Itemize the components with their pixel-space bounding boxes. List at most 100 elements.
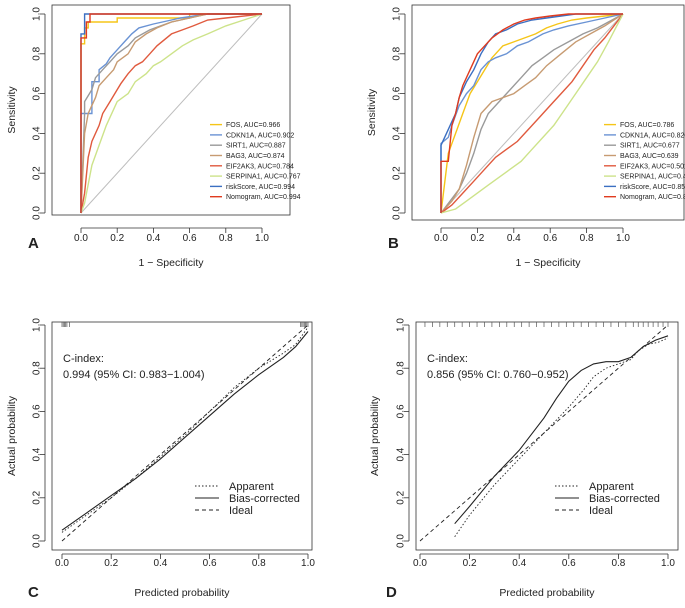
roc-series-line (80, 13, 262, 214)
panel-label: C (28, 584, 39, 601)
legend-entry: Nomogram, AUC=0.994 (226, 194, 301, 201)
roc-series-line (80, 13, 263, 214)
legend-entry: riskScore, AUC=0.856 (620, 184, 685, 191)
roc-series-line (80, 13, 262, 213)
y-tick-label: 1.0 (32, 7, 43, 21)
legend-entry: SIRT1, AUC=0.677 (620, 143, 680, 150)
c-index-value: 0.994 (95% CI: 0.983−1.004) (63, 369, 205, 381)
plot-frame (411, 4, 685, 221)
y-tick-label: 0.0 (32, 534, 43, 548)
legend-entry: FOS, AUC=0.966 (226, 122, 280, 129)
plot-frame (415, 321, 679, 551)
legend-entry: SIRT1, AUC=0.887 (226, 143, 286, 150)
x-tick-label: 0.2 (470, 233, 484, 244)
legend-entry: BAG3, AUC=0.639 (620, 153, 679, 160)
roc-series-line (440, 13, 624, 214)
legend-entry: Nomogram, AUC=0.856 (620, 194, 685, 201)
legend-entry: Apparent (229, 481, 274, 493)
roc-series-line (440, 13, 624, 214)
x-tick-label: 0.8 (611, 558, 625, 569)
y-tick-label: 1.0 (32, 318, 43, 332)
y-tick-label: 0.4 (396, 447, 407, 461)
roc-series-line (80, 13, 263, 214)
legend: FOS, AUC=0.786 CDKN1A, AUC=0.826 SIRT1, AU… (604, 122, 685, 201)
y-tick-label: 0.6 (32, 404, 43, 418)
y-tick-label: 0.2 (396, 490, 407, 504)
chart-panel-b: 0.0 0.2 0.4 0.6 0.8 1.0 0.0 0.2 0.4 0.6 0.8 1.0 1 − … (366, 4, 685, 269)
y-tick-label: 0.4 (32, 126, 43, 140)
legend-entry: SERPINA1, AUC=0.459 (620, 174, 685, 181)
panel-label: D (386, 584, 397, 601)
y-tick-label: 0.6 (32, 86, 43, 100)
x-tick-label: 0.8 (219, 233, 233, 244)
x-tick-label: 0.2 (104, 558, 118, 569)
legend-entry: riskScore, AUC=0.994 (226, 184, 295, 191)
y-tick-label: 0.0 (396, 534, 407, 548)
chart-panel-d: 0.0 0.2 0.4 0.6 0.8 1.0 0.0 0.2 0.4 0.6 0.8 1.0 Pred… (369, 318, 679, 601)
legend-entry: CDKN1A, AUC=0.902 (226, 132, 294, 139)
y-axis-label: Actual probability (369, 395, 381, 476)
panel-label: A (28, 235, 39, 252)
legend-entry: CDKN1A, AUC=0.826 (620, 132, 685, 139)
x-tick-label: 0.2 (463, 558, 477, 569)
y-tick-label: 0.6 (392, 86, 403, 100)
x-axis-label: Predicted probability (499, 587, 595, 599)
roc-series-line (440, 13, 624, 214)
x-axis-label: 1 − Specificity (138, 257, 204, 269)
plot-frame (51, 4, 291, 216)
y-tick-label: 1.0 (396, 318, 407, 332)
y-tick-label: 0.8 (396, 361, 407, 375)
y-axis-label: Actual probability (6, 395, 18, 476)
legend-entry: BAG3, AUC=0.874 (226, 153, 285, 160)
legend-entry: EIF2AK3, AUC=0.784 (226, 163, 294, 170)
x-tick-label: 0.2 (110, 233, 124, 244)
y-tick-label: 0.2 (392, 166, 403, 180)
y-tick-label: 0.0 (392, 206, 403, 220)
y-tick-label: 0.8 (32, 46, 43, 60)
roc-series-line (80, 13, 262, 213)
x-tick-label: 0.0 (434, 233, 448, 244)
c-index-label: C-index: (427, 353, 468, 365)
y-axis-label: Sensitivity (6, 86, 18, 134)
x-tick-label: 0.6 (562, 558, 576, 569)
x-tick-label: 0.0 (74, 233, 88, 244)
calibration-series-line (61, 331, 309, 531)
y-tick-label: 0.2 (32, 490, 43, 504)
legend-entry: Apparent (589, 481, 634, 493)
legend-entry: Bias-corrected (589, 493, 660, 505)
y-tick-label: 0.4 (392, 126, 403, 140)
legend-entry: SERPINA1, AUC=0.767 (226, 174, 301, 181)
x-tick-label: 1.0 (661, 558, 675, 569)
legend-entry: Bias-corrected (229, 493, 300, 505)
x-tick-label: 0.8 (252, 558, 266, 569)
x-axis-label: 1 − Specificity (515, 257, 581, 269)
x-axis-label: Predicted probability (134, 587, 230, 599)
x-tick-label: 0.4 (507, 233, 521, 244)
x-tick-label: 1.0 (616, 233, 630, 244)
x-tick-label: 0.4 (512, 558, 526, 569)
x-tick-label: 1.0 (301, 558, 315, 569)
calibration-series-line (454, 337, 669, 537)
y-tick-label: 1.0 (392, 7, 403, 21)
legend-entry: EIF2AK3, AUC=0.501 (620, 163, 685, 170)
panel-label: B (388, 235, 399, 252)
x-tick-label: 0.4 (153, 558, 167, 569)
c-index-label: C-index: (63, 353, 104, 365)
legend: FOS, AUC=0.966 CDKN1A, AUC=0.902 SIRT1, AU… (210, 122, 301, 201)
y-tick-label: 0.2 (32, 166, 43, 180)
y-axis-label: Sensitivity (366, 88, 378, 136)
y-tick-label: 0.8 (392, 46, 403, 60)
y-tick-label: 0.0 (32, 206, 43, 220)
x-tick-label: 0.4 (146, 233, 160, 244)
c-index-value: 0.856 (95% CI: 0.760−0.952) (427, 369, 569, 381)
legend-entry: Ideal (589, 505, 613, 517)
chart-panel-a: 0.0 0.2 0.4 0.6 0.8 1.0 0.0 0.2 0.4 0.6 0.8 1.0 1 − … (6, 4, 301, 269)
x-tick-label: 0.6 (543, 233, 557, 244)
roc-series-line (440, 13, 624, 214)
x-tick-label: 0.0 (55, 558, 69, 569)
x-tick-label: 0.8 (580, 233, 594, 244)
x-tick-label: 0.6 (203, 558, 217, 569)
